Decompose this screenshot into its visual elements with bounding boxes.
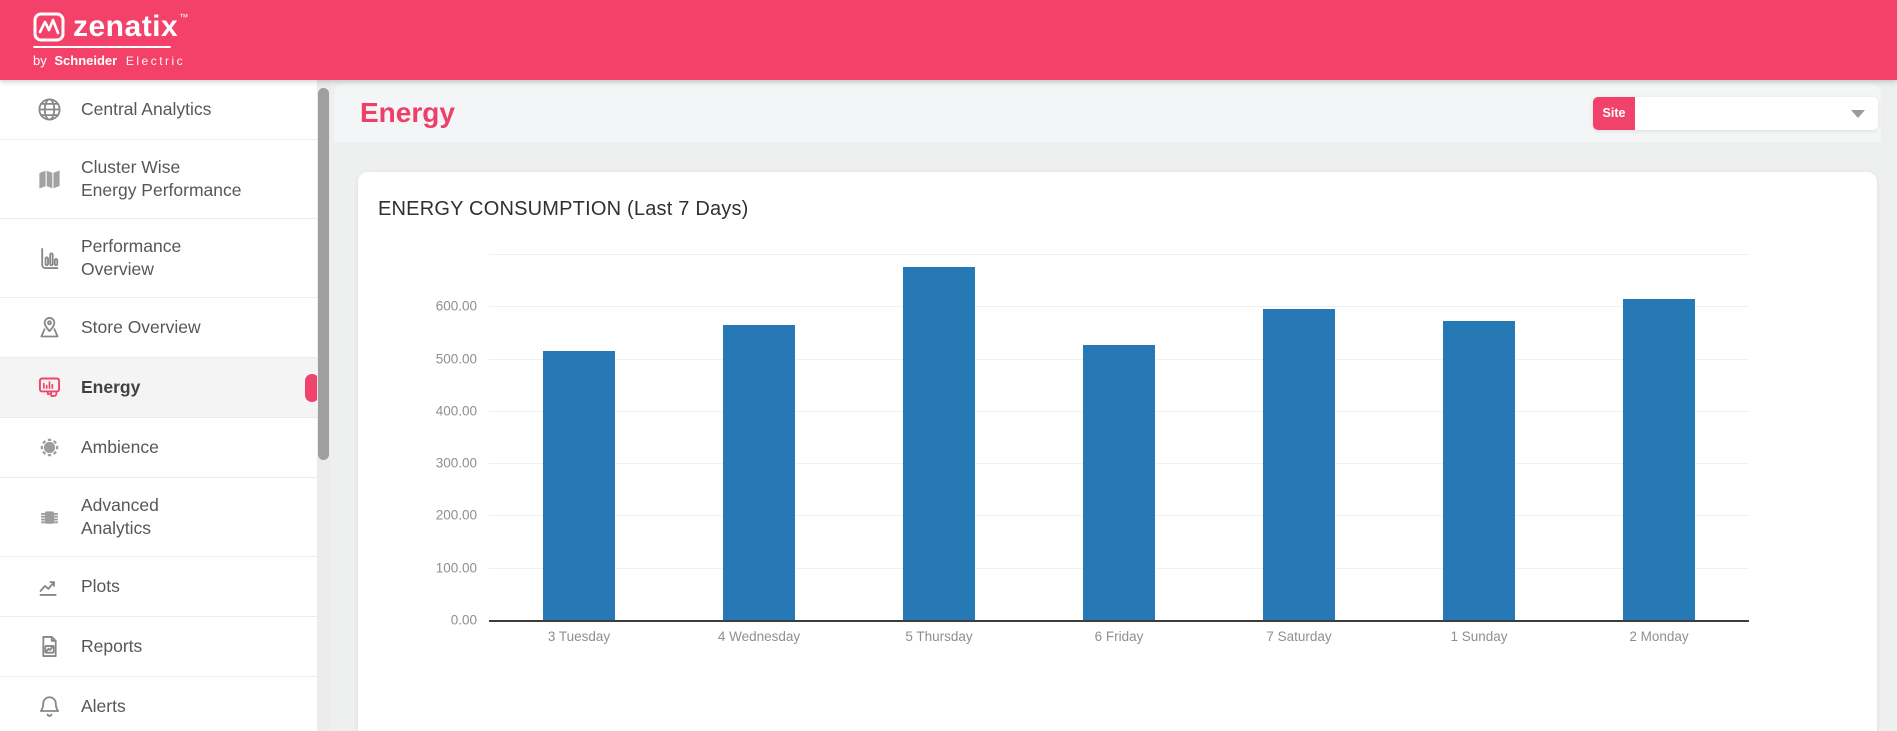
chart-plot: 0.00 100.00 200.00 300.00 400.00 500.00 600.00… [436,254,1749,644]
sidebar-item-label: Store Overview [81,317,201,337]
site-selector-label: Site [1593,96,1635,130]
bell-icon [36,693,63,720]
sidebar-item-reports[interactable]: Reports [0,617,317,677]
globe-icon [36,96,63,123]
tagline-by: by [33,53,47,68]
logo-underline [33,46,171,48]
sidebar-scrollbar-thumb[interactable] [318,88,329,460]
brand-name: zenatix [73,10,179,43]
y-axis-tick-label: 100.00 [435,560,477,576]
bar-7-saturday[interactable] [1263,308,1335,620]
site-selector[interactable]: Site [1593,96,1878,130]
tagline-electric: Electric [125,54,186,68]
site-selector-value [1635,97,1878,130]
brand-logo[interactable]: zenatix ™ by Schneider Electric [33,12,188,68]
sidebar-item-ambience[interactable]: Ambience [0,418,317,478]
y-axis-tick-label: 0.00 [450,612,477,628]
report-icon [36,633,63,660]
bar-4-wednesday[interactable] [723,324,795,620]
sidebar-item-label: Energy [81,377,141,397]
sidebar-menu: Central Analytics Cluster Wise Energy Per… [0,80,319,731]
map-icon [36,166,63,193]
y-axis-tick-label: 200.00 [435,507,477,523]
y-axis-tick-label: 300.00 [435,455,477,471]
app-header: zenatix ™ by Schneider Electric [0,0,1897,80]
chip-icon [36,504,63,531]
sidebar-item-label: Reports [81,636,143,656]
active-indicator [305,373,319,402]
sidebar-item-label: Performance Overview [81,236,182,279]
x-axis-line [489,620,1749,622]
bar-5-thursday[interactable] [903,266,975,620]
sidebar-item-label: Alerts [81,696,126,716]
sidebar-item-energy[interactable]: Energy [0,358,319,418]
sidebar-item-label: Plots [81,576,120,596]
sidebar-item-label: Ambience [81,437,159,457]
sidebar-item-performance-overview[interactable]: Performance Overview [0,219,317,298]
y-axis-tick-label: 500.00 [435,351,477,367]
sidebar-item-plots[interactable]: Plots [0,557,317,617]
map-pin-icon [36,314,63,341]
gear-icon [36,434,63,461]
bar-1-sunday[interactable] [1443,320,1515,620]
energy-consumption-card: ENERGY CONSUMPTION (Last 7 Days) 0.00 100… [358,172,1877,731]
gridline [489,306,1749,308]
sidebar-item-advanced-analytics[interactable]: Advanced Analytics [0,478,317,557]
sidebar-scrollbar-track[interactable] [317,80,330,731]
sidebar-item-label: Central Analytics [81,99,212,119]
x-axis-tick-label: 6 Friday [1094,629,1144,644]
energy-meter-icon [36,374,63,401]
bar-chart-icon [36,245,63,272]
trend-icon [36,573,63,600]
y-axis-tick-label: 600.00 [435,298,477,314]
gridline [489,254,1749,255]
zenatix-waveform-icon [33,12,65,42]
bar-6-friday[interactable] [1083,344,1155,620]
x-axis-tick-label: 1 Sunday [1450,629,1508,644]
brand-tagline: by Schneider Electric [33,53,188,68]
sidebar-item-cluster-wise-energy-performance[interactable]: Cluster Wise Energy Performance [0,140,317,219]
x-axis-tick-label: 5 Thursday [905,629,973,644]
x-axis-tick-label: 3 Tuesday [547,629,611,644]
sidebar-item-alerts[interactable]: Alerts [0,677,317,731]
sidebar-item-central-analytics[interactable]: Central Analytics [0,80,317,140]
tagline-schneider: Schneider [54,53,118,68]
sidebar-nav: Central Analytics Cluster Wise Energy Per… [0,80,319,731]
sidebar-item-label: Cluster Wise Energy Performance [81,157,242,200]
x-axis-tick-label: 4 Wednesday [717,629,801,644]
main-content: Energy Site ENERGY CONSUMPTION (Last 7 D… [330,80,1897,731]
bar-2-monday[interactable] [1623,298,1695,620]
y-axis-tick-label: 400.00 [435,403,477,419]
x-axis-tick-label: 7 Saturday [1266,629,1332,644]
trademark-symbol: ™ [179,12,189,22]
page-title: Energy [360,97,455,128]
sidebar-item-store-overview[interactable]: Store Overview [0,298,317,358]
bar-3-tuesday[interactable] [543,350,615,620]
chevron-down-icon [1851,109,1865,118]
chart-title: ENERGY CONSUMPTION (Last 7 Days) [378,198,749,220]
page-header-bar: Energy Site [334,84,1881,142]
sidebar-item-label: Advanced Analytics [81,495,159,538]
x-axis-tick-label: 2 Monday [1629,629,1689,644]
